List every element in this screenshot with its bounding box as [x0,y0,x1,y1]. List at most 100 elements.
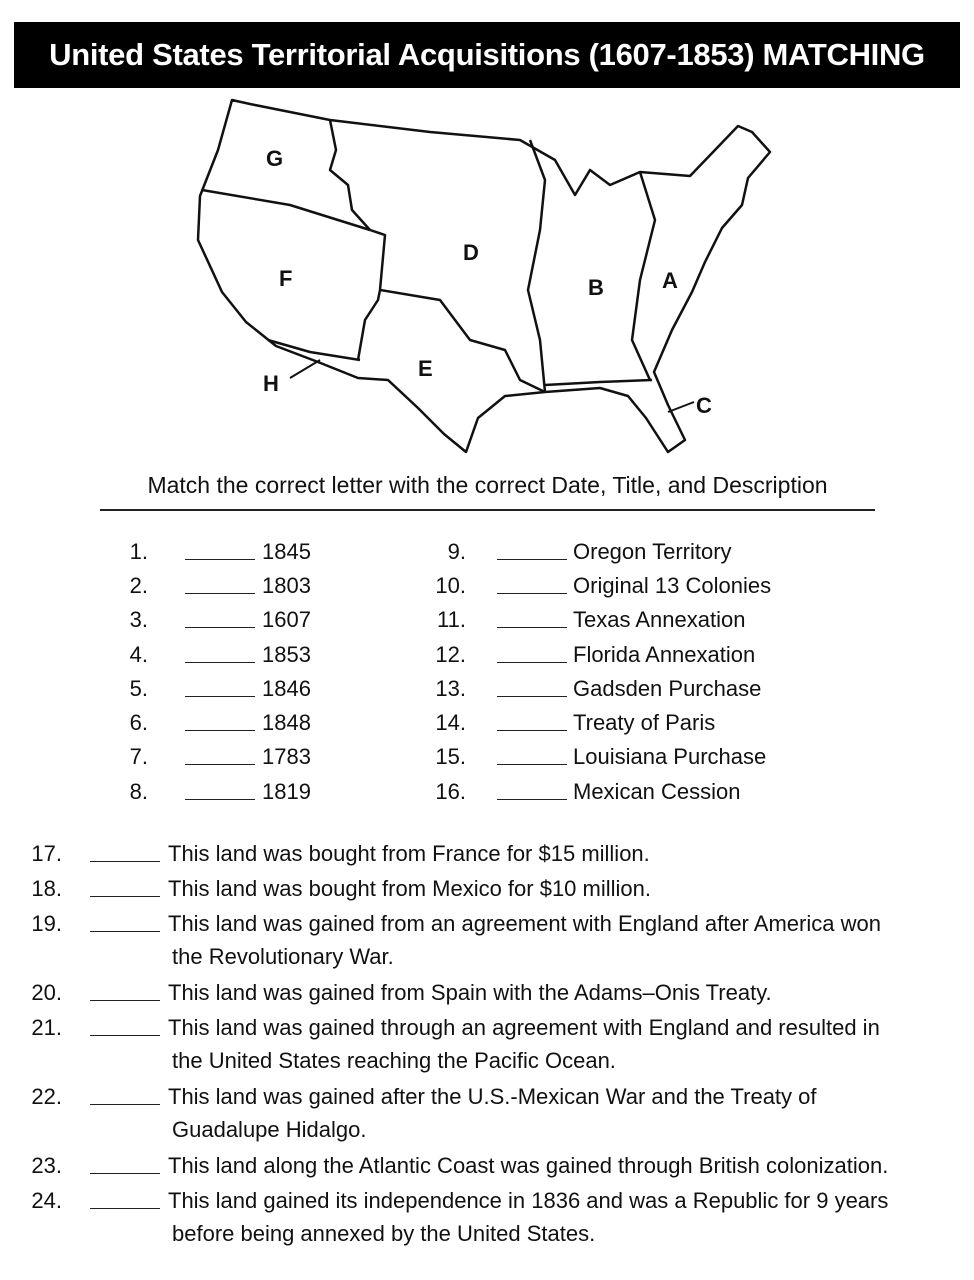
date-text: 1853 [262,642,311,667]
date-answer-blank[interactable] [185,708,255,731]
map-label-a: A [662,268,678,293]
date-number: 3. [129,607,148,632]
map-label-f: F [279,266,292,291]
title-answer-blank[interactable] [497,537,567,560]
date-text: 1803 [262,573,311,598]
title-answer-blank[interactable] [497,742,567,765]
description-text: This land was bought from Mexico for $10… [168,876,651,901]
description-number: 18. [31,876,62,901]
description-continuation: Guadalupe Hidalgo. [172,1117,367,1142]
description-continuation: the United States reaching the Pacific O… [172,1048,616,1073]
description-answer-blank[interactable] [90,1151,160,1174]
description-text: This land was gained from Spain with the… [168,980,772,1005]
title-answer-blank[interactable] [497,777,567,800]
date-answer-blank[interactable] [185,640,255,663]
description-answer-blank[interactable] [90,909,160,932]
title-item: 13. Gadsden Purchase [0,674,974,704]
date-answer-blank[interactable] [185,742,255,765]
description-answer-blank[interactable] [90,1186,160,1209]
date-item: 5. 1846 [0,674,974,704]
title-text: Louisiana Purchase [573,744,767,769]
date-text: 1607 [262,607,311,632]
description-answer-blank[interactable] [90,839,160,862]
date-text: 1819 [262,779,311,804]
pointer-c [667,401,695,413]
map-label-g: G [266,146,283,171]
title-text: Gadsden Purchase [573,676,762,701]
boundary-g-d [328,119,371,231]
title-text: Original 13 Colonies [573,573,772,598]
description-answer-blank[interactable] [90,978,160,1001]
description-item: 20. This land was gained from Spain with … [0,978,974,1008]
pointer-h [289,359,321,379]
title-answer-blank[interactable] [497,674,567,697]
description-item: 22. This land was gained after the U.S.-M… [0,1082,974,1112]
description-answer-blank[interactable] [90,1013,160,1036]
page-title: United States Territorial Acquisitions (… [14,22,960,88]
divider [100,509,875,511]
date-text: 1783 [262,744,311,769]
title-item: 10. Original 13 Colonies [0,571,974,601]
boundary-h [267,338,361,362]
title-item: 15. Louisiana Purchase [0,742,974,772]
description-number: 22. [31,1084,62,1109]
description-continuation: before being annexed by the United State… [172,1221,596,1246]
date-item: 8. 1819 [0,777,974,807]
boundary-d-e [379,288,546,394]
title-answer-blank[interactable] [497,708,567,731]
date-number: 2. [129,573,148,598]
title-item: 11. Texas Annexation [0,605,974,635]
instructions: Match the correct letter with the correc… [147,472,828,498]
date-answer-blank[interactable] [185,571,255,594]
date-item: 1. 1845 [0,537,974,567]
date-answer-blank[interactable] [185,674,255,697]
description-item: 18. This land was bought from Mexico for … [0,874,974,904]
title-item: 12. Florida Annexation [0,640,974,670]
description-number: 23. [31,1153,62,1178]
description-number: 17. [31,841,62,866]
map-label-b: B [588,275,604,300]
description-item: 17. This land was bought from France for … [0,839,974,869]
date-item: 6. 1848 [0,708,974,738]
title-item: 16. Mexican Cession [0,777,974,807]
description-number: 21. [31,1015,62,1040]
date-number: 8. [129,779,148,804]
description-item: 23. This land along the Atlantic Coast wa… [0,1151,974,1181]
date-item: 2. 1803 [0,571,974,601]
description-text: This land was bought from France for $15… [168,841,650,866]
title-text: Treaty of Paris [573,710,716,735]
title-item: 14. Treaty of Paris [0,708,974,738]
date-item: 3. 1607 [0,605,974,635]
date-answer-blank[interactable] [185,537,255,560]
description-item: 24. This land gained its independence in … [0,1186,974,1216]
map-label-c: C [696,393,712,418]
title-number: 15. [435,744,466,769]
description-text: This land was gained from an agreement w… [168,911,881,936]
boundary-c [544,378,653,387]
title-number: 9. [447,539,466,564]
description-answer-blank[interactable] [90,1082,160,1105]
date-item: 7. 1783 [0,742,974,772]
title-number: 14. [435,710,466,735]
title-answer-blank[interactable] [497,605,567,628]
map-label-e: E [418,356,433,381]
boundary-d-b [526,139,547,393]
map-label-d: D [463,240,479,265]
date-answer-blank[interactable] [185,605,255,628]
title-item: 9. Oregon Territory [0,537,974,567]
boundary-b-a [630,171,657,381]
date-answer-blank[interactable] [185,777,255,800]
title-number: 12. [435,642,466,667]
title-answer-blank[interactable] [497,640,567,663]
description-item: 19. This land was gained from an agreemen… [0,909,974,939]
date-number: 6. [129,710,148,735]
date-item: 4. 1853 [0,640,974,670]
date-number: 4. [129,642,148,667]
description-answer-blank[interactable] [90,874,160,897]
title-answer-blank[interactable] [497,571,567,594]
description-number: 19. [31,911,62,936]
title-text: Mexican Cession [573,779,741,804]
title-number: 13. [435,676,466,701]
title-number: 10. [435,573,466,598]
